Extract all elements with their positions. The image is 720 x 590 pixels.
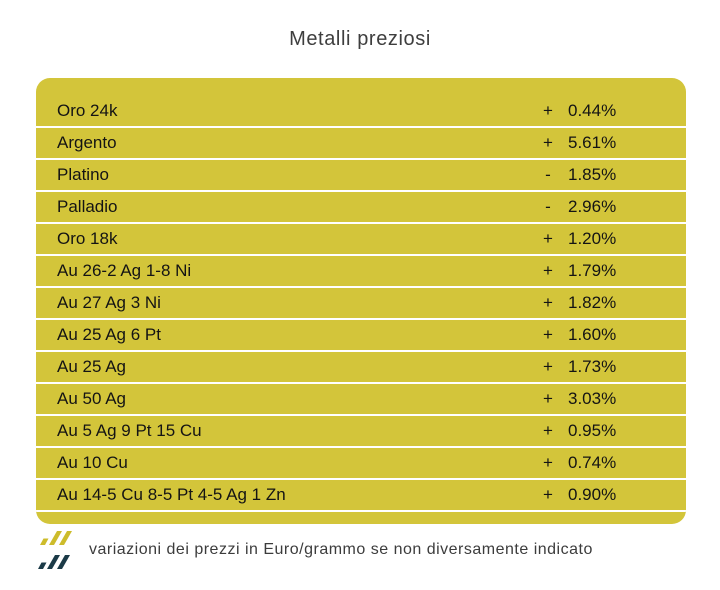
change-value: 1.20% xyxy=(568,229,617,248)
metal-label: Au 5 Ag 9 Pt 15 Cu xyxy=(57,421,202,440)
change-value: 1.82% xyxy=(568,293,617,312)
change-sign: + xyxy=(543,389,553,408)
change-sign: + xyxy=(543,325,553,344)
double-slash-logo-icon xyxy=(38,531,72,569)
metal-label: Au 25 Ag 6 Pt xyxy=(57,325,161,344)
table-row: Platino - 1.85% xyxy=(36,160,686,192)
change-value: 3.03% xyxy=(568,389,617,408)
change-sign: + xyxy=(543,229,553,248)
table-row: Oro 24k + 0.44% xyxy=(36,96,686,128)
metal-label: Oro 24k xyxy=(57,101,118,120)
metal-label: Argento xyxy=(57,133,117,152)
table-rows: Oro 24k + 0.44% Argento + 5.61% Platino … xyxy=(36,96,686,512)
table-row: Au 25 Ag + 1.73% xyxy=(36,352,686,384)
change-value: 1.60% xyxy=(568,325,617,344)
table-row: Au 14-5 Cu 8-5 Pt 4-5 Ag 1 Zn + 0.90% xyxy=(36,480,686,512)
change-sign: + xyxy=(543,421,553,440)
footer: variazioni dei prezzi in Euro/grammo se … xyxy=(38,528,698,572)
table-row: Au 10 Cu + 0.74% xyxy=(36,448,686,480)
table-row: Au 26-2 Ag 1-8 Ni + 1.79% xyxy=(36,256,686,288)
table-row: Oro 18k + 1.20% xyxy=(36,224,686,256)
change-value: 1.73% xyxy=(568,357,617,376)
precious-metals-table: Oro 24k + 0.44% Argento + 5.61% Platino … xyxy=(36,78,686,524)
metal-label: Au 26-2 Ag 1-8 Ni xyxy=(57,261,192,280)
metal-label: Palladio xyxy=(57,197,118,216)
metal-label: Au 10 Cu xyxy=(57,453,128,472)
footer-note: variazioni dei prezzi in Euro/grammo se … xyxy=(89,541,593,558)
change-sign: + xyxy=(543,357,553,376)
table-row: Argento + 5.61% xyxy=(36,128,686,160)
metal-label: Au 50 Ag xyxy=(57,389,127,408)
change-value: 1.85% xyxy=(568,165,617,184)
metal-label: Au 25 Ag xyxy=(57,357,127,376)
table-row: Au 27 Ag 3 Ni + 1.82% xyxy=(36,288,686,320)
table-row: Au 50 Ag + 3.03% xyxy=(36,384,686,416)
change-sign: + xyxy=(543,485,553,504)
change-value: 0.44% xyxy=(568,101,617,120)
change-sign: - xyxy=(545,165,551,184)
table-row: Au 5 Ag 9 Pt 15 Cu + 0.95% xyxy=(36,416,686,448)
metal-label: Au 27 Ag 3 Ni xyxy=(57,293,161,312)
change-sign: + xyxy=(543,261,553,280)
change-sign: + xyxy=(543,133,553,152)
table-row: Palladio - 2.96% xyxy=(36,192,686,224)
change-value: 0.95% xyxy=(568,421,617,440)
page-title: Metalli preziosi xyxy=(289,28,431,50)
change-value: 2.96% xyxy=(568,197,617,216)
table-row: Au 25 Ag 6 Pt + 1.60% xyxy=(36,320,686,352)
change-sign: + xyxy=(543,293,553,312)
change-sign: + xyxy=(543,101,553,120)
change-value: 0.74% xyxy=(568,453,617,472)
change-sign: + xyxy=(543,453,553,472)
metal-label: Platino xyxy=(57,165,109,184)
metal-label: Au 14-5 Cu 8-5 Pt 4-5 Ag 1 Zn xyxy=(57,485,286,504)
change-value: 1.79% xyxy=(568,261,617,280)
change-value: 5.61% xyxy=(568,133,617,152)
change-value: 0.90% xyxy=(568,485,617,504)
metal-label: Oro 18k xyxy=(57,229,118,248)
change-sign: - xyxy=(545,197,551,216)
